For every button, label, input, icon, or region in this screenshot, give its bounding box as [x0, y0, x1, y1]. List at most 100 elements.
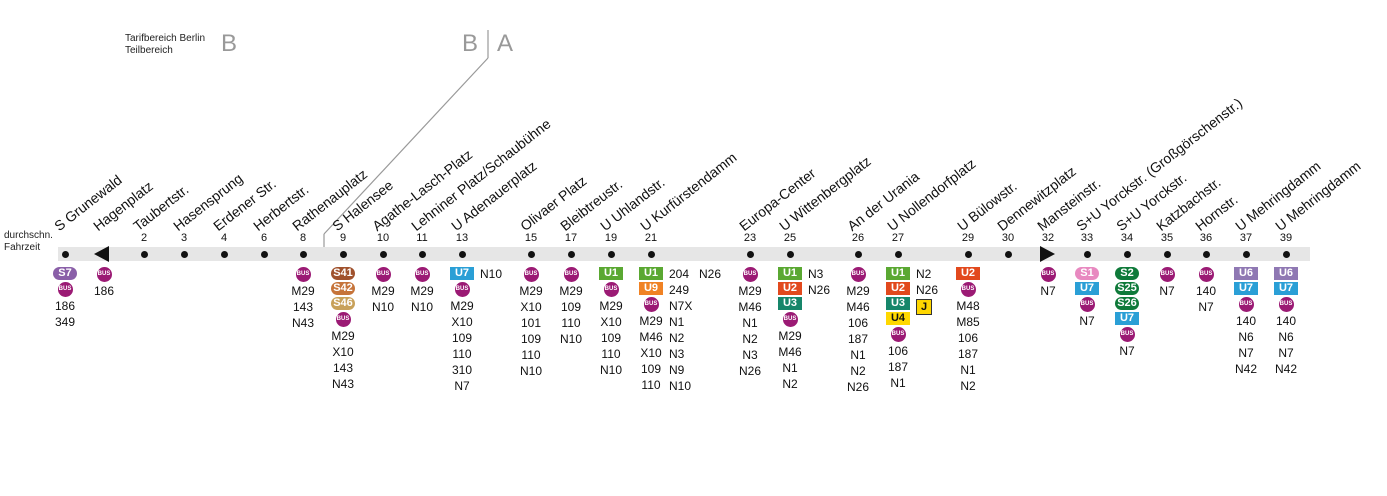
- line-number: N7: [1198, 300, 1214, 314]
- zone-b-right: B: [462, 30, 479, 57]
- line-number: 109: [600, 331, 622, 345]
- connection-list: U6 U7 BUS 140 N6 N7 N42: [1230, 267, 1262, 377]
- connection-list: BUS M29 143 N43: [287, 267, 319, 331]
- connection-list: BUS M29 N10: [406, 267, 438, 315]
- travel-minutes: 27: [891, 232, 905, 244]
- s-bahn-badge: S7: [53, 267, 77, 280]
- line-number: N1: [782, 361, 798, 375]
- u-bahn-badge: U3: [886, 297, 910, 310]
- tariff-line-2: Teilbereich: [125, 45, 173, 56]
- travel-minutes: 13: [455, 232, 469, 244]
- line-number: N2: [850, 364, 866, 378]
- stop-dot: [747, 251, 754, 258]
- stop-dot: [1283, 251, 1290, 258]
- line-number: 110: [521, 348, 541, 362]
- line-number: N9: [669, 363, 685, 377]
- line-number: 143: [292, 300, 314, 314]
- direction-arrow-right-icon: [1040, 246, 1055, 262]
- connection-list: S41 S42 S46 BUS M29 X10 143 N43: [327, 267, 359, 392]
- line-number: 140: [1275, 314, 1297, 328]
- bus-icon: BUS: [1238, 297, 1254, 312]
- travel-minutes: 37: [1239, 232, 1253, 244]
- u-bahn-badge: U2: [778, 282, 802, 295]
- line-number: 204: [669, 267, 690, 281]
- line-number: N3: [669, 347, 685, 361]
- line-number: M29: [738, 284, 762, 298]
- stop-dot: [261, 251, 268, 258]
- bus-icon: BUS: [375, 267, 391, 282]
- direction-arrow-left-icon: [94, 246, 109, 262]
- bus-icon: BUS: [1198, 267, 1214, 282]
- line-number: N1: [960, 363, 976, 377]
- connection-list-side: N2 N26 J: [916, 267, 938, 315]
- bus-icon: BUS: [782, 312, 798, 327]
- u-bahn-badge: U7: [450, 267, 474, 280]
- line-number: 110: [601, 347, 621, 361]
- line-number: 110: [641, 378, 661, 392]
- line-number: 109: [520, 332, 542, 346]
- line-number: N26: [916, 283, 939, 297]
- u-bahn-badge: U1: [639, 267, 663, 280]
- line-number: 109: [640, 362, 662, 376]
- line-number: M29: [450, 299, 474, 313]
- line-number: 109: [560, 300, 582, 314]
- stop-dot: [1203, 251, 1210, 258]
- line-number: M46: [846, 300, 870, 314]
- line-number: M29: [559, 284, 583, 298]
- line-number: N3: [808, 267, 824, 281]
- line-number: N7: [454, 379, 470, 393]
- bus-icon: BUS: [96, 267, 112, 282]
- line-number: M29: [331, 329, 355, 343]
- bus-icon: BUS: [890, 327, 906, 342]
- stop-dot: [895, 251, 902, 258]
- connection-list: U1 U2 U3 BUS M29 M46 N1 N2: [774, 267, 806, 392]
- line-number: M29: [778, 329, 802, 343]
- line-number: N7: [1079, 314, 1095, 328]
- line-number: 110: [452, 347, 472, 361]
- bus-icon: BUS: [295, 267, 311, 282]
- u-bahn-badge: U6: [1234, 267, 1258, 280]
- line-number: N10: [371, 300, 394, 314]
- bus-icon: BUS: [523, 267, 539, 282]
- u-bahn-badge: U4: [886, 312, 910, 325]
- travel-minutes: 33: [1080, 232, 1094, 244]
- travel-minutes: 9: [339, 232, 347, 244]
- stop-dot: [62, 251, 69, 258]
- line-number: N2: [782, 377, 798, 391]
- bus-icon: BUS: [1278, 297, 1294, 312]
- fahrzeit-line-1: durchschn.: [4, 230, 53, 241]
- line-number: N10: [599, 363, 622, 377]
- line-number: 106: [957, 331, 979, 345]
- connection-list-side: N3 N26: [808, 267, 830, 298]
- line-number: M46: [738, 300, 762, 314]
- connection-list: BUS N7: [1151, 267, 1183, 299]
- s-bahn-badge: S25: [1115, 282, 1139, 295]
- bus-icon: BUS: [57, 282, 73, 297]
- u-bahn-badge: U7: [1234, 282, 1258, 295]
- bus-icon: BUS: [335, 312, 351, 327]
- line-number: N42: [1234, 362, 1257, 376]
- s-bahn-badge: S2: [1115, 267, 1139, 280]
- line-number: N10: [519, 364, 542, 378]
- stop-dot: [459, 251, 466, 258]
- stop-dot: [380, 251, 387, 258]
- u-bahn-badge: U7: [1274, 282, 1298, 295]
- line-number: M29: [639, 314, 663, 328]
- stop-dot: [787, 251, 794, 258]
- line-number: N3: [742, 348, 758, 362]
- u-bahn-badge: U1: [599, 267, 623, 280]
- travel-minutes: 10: [376, 232, 390, 244]
- connection-list: S1 U7 BUS N7: [1071, 267, 1103, 329]
- connection-list: U1 U2 U3 U4 BUS 106 187 N1: [882, 267, 914, 391]
- u-bahn-badge: U1: [778, 267, 802, 280]
- travel-minutes: 32: [1041, 232, 1055, 244]
- bus-icon: BUS: [1119, 327, 1135, 342]
- line-number: N10: [480, 267, 503, 281]
- line-number: X10: [520, 300, 542, 314]
- stop-dot: [568, 251, 575, 258]
- zone-b-left: B: [221, 30, 238, 57]
- travel-minutes: 39: [1279, 232, 1293, 244]
- stop-dot: [1084, 251, 1091, 258]
- line-number: N7: [1119, 344, 1135, 358]
